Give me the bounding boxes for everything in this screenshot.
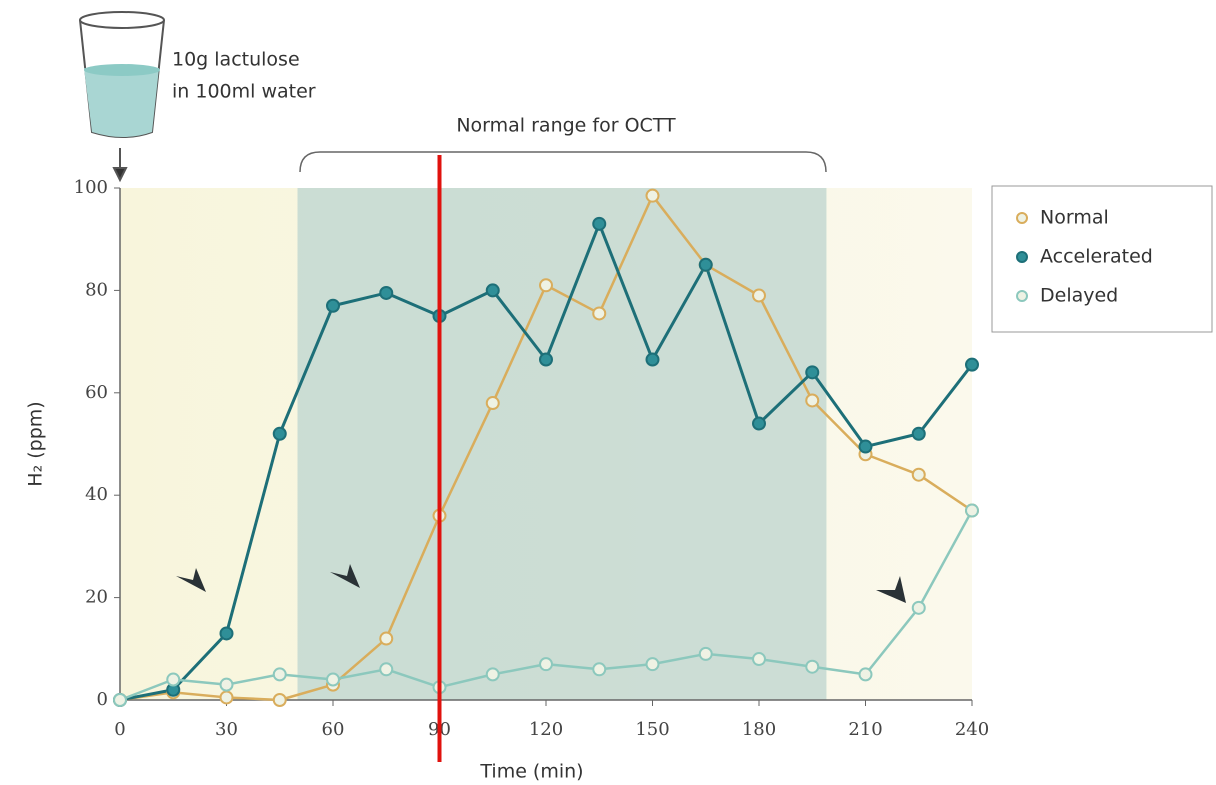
data-point <box>326 298 340 313</box>
data-point <box>272 667 287 682</box>
legend-label: Normal <box>1040 207 1109 229</box>
data-point <box>485 667 500 682</box>
x-tick-label: 60 <box>322 719 345 740</box>
data-point <box>272 693 287 707</box>
x-tick-label: 30 <box>215 719 238 740</box>
dose-text: 10g lactulose <box>172 49 300 71</box>
data-point <box>805 393 820 408</box>
data-point <box>379 631 394 646</box>
arrowhead <box>330 564 360 588</box>
legend-label: Delayed <box>1040 285 1118 307</box>
data-point <box>219 690 234 705</box>
data-point <box>592 216 607 231</box>
arrowhead <box>876 576 906 603</box>
range-label: Normal range for OCTT <box>456 115 676 137</box>
data-point <box>805 659 820 674</box>
data-point <box>911 600 926 615</box>
data-point <box>219 677 234 692</box>
normal-range-band <box>297 188 827 700</box>
data-point <box>858 667 873 682</box>
data-point <box>219 626 234 641</box>
data-point <box>752 416 766 431</box>
x-tick-label: 0 <box>114 719 125 740</box>
data-point <box>485 283 500 298</box>
data-point <box>645 657 660 672</box>
x-tick-label: 240 <box>955 719 989 740</box>
data-point <box>805 365 820 380</box>
x-tick-label: 210 <box>848 719 882 740</box>
data-point <box>965 357 979 372</box>
legend-label: Accelerated <box>1040 246 1153 268</box>
x-axis-label: Time (min) <box>479 761 583 783</box>
dose-text: in 100ml water <box>172 81 316 103</box>
data-point <box>911 467 926 482</box>
data-point <box>326 672 340 687</box>
legend-marker <box>1016 212 1028 224</box>
data-point <box>113 693 127 707</box>
arrowhead <box>176 568 206 592</box>
data-point <box>592 306 607 321</box>
data-point <box>752 288 766 303</box>
y-axis-label: H₂ (ppm) <box>25 401 47 486</box>
y-tick-label: 60 <box>85 382 108 403</box>
data-point <box>911 426 926 441</box>
y-tick-label: 40 <box>85 484 108 505</box>
data-point <box>645 352 660 367</box>
data-point <box>698 646 713 661</box>
glass-icon <box>79 11 165 183</box>
data-point <box>539 352 553 367</box>
legend-marker <box>1016 251 1028 263</box>
data-point <box>698 257 713 272</box>
legend-marker <box>1016 290 1028 302</box>
x-tick-label: 180 <box>742 719 776 740</box>
data-point <box>539 657 553 672</box>
data-point <box>592 662 607 677</box>
data-point <box>965 503 979 518</box>
y-tick-label: 20 <box>85 587 108 608</box>
data-point <box>858 439 873 454</box>
y-tick-label: 80 <box>85 279 108 300</box>
y-tick-label: 100 <box>74 177 108 198</box>
x-tick-label: 120 <box>529 719 563 740</box>
x-tick-label: 150 <box>635 719 669 740</box>
data-point <box>379 662 394 677</box>
data-point <box>752 652 766 667</box>
y-tick-label: 0 <box>97 689 108 710</box>
data-point <box>485 396 500 411</box>
data-point <box>539 278 553 293</box>
range-brace <box>299 151 827 173</box>
data-point <box>379 285 394 300</box>
data-point <box>645 188 660 203</box>
data-point <box>166 672 181 687</box>
data-point <box>272 426 287 441</box>
legend-box <box>991 185 1213 333</box>
